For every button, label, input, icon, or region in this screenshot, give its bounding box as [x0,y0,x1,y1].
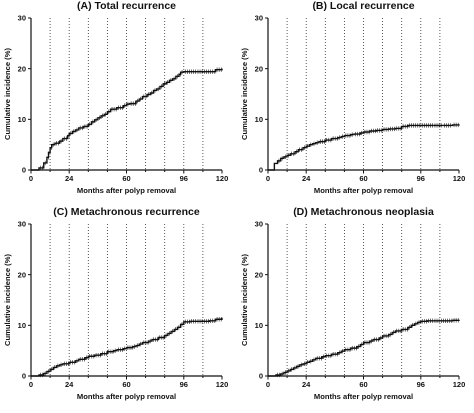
panel-local-recurrence: (B) Local recurrence 0 10 20 30 0 24 60 96 120 Mon… [237,0,474,206]
x-tick-label: 24 [65,380,74,389]
x-tick-label: 60 [359,380,367,389]
chart-metachronous-neoplasia: (D) Metachronous neoplasia 0 10 20 30 0 24 60 96… [240,206,466,401]
x-tick-label: 0 [266,174,270,183]
x-tick-label: 120 [216,380,229,389]
y-tick-label: 0 [22,166,26,175]
panel-title: (C) Metachronous recurrence [53,206,200,218]
y-tick-label: 10 [18,115,26,124]
y-axis-label: Cumulative incidence (%) [3,48,12,140]
y-tick-label: 20 [18,270,26,279]
x-tick-label: 0 [29,174,33,183]
x-tick-label: 96 [180,380,188,389]
panel-metachronous-recurrence: (C) Metachronous recurrence 0 10 20 30 0 24 60 9… [0,206,237,412]
x-axis-label: Months after polyp removal [77,186,176,195]
y-tick-label: 10 [18,321,26,330]
x-tick-label: 24 [302,174,311,183]
x-tick-label: 60 [122,380,130,389]
chart-total-recurrence: (A) Total recurrence 0 10 20 30 0 24 60 96 120 Mon… [3,0,229,195]
y-tick-label: 20 [255,64,263,73]
x-tick-label: 0 [266,380,270,389]
y-axis-label: Cumulative incidence (%) [240,254,249,346]
x-axis-label: Months after polyp removal [314,186,413,195]
x-tick-label: 120 [216,174,229,183]
panel-title: (D) Metachronous neoplasia [293,206,434,218]
y-tick-label: 30 [18,14,26,23]
x-tick-label: 120 [453,174,466,183]
censor-marks [277,318,459,378]
cumulative-incidence-curve [268,319,460,377]
y-tick-label: 20 [18,64,26,73]
censor-marks [278,122,459,164]
y-tick-label: 20 [255,270,263,279]
cumulative-incidence-curve [31,68,223,171]
panel-metachronous-neoplasia: (D) Metachronous neoplasia 0 10 20 30 0 24 60 96… [237,206,474,412]
censor-marks [40,317,222,378]
cumulative-incidence-curve [268,124,460,171]
y-axis-label: Cumulative incidence (%) [3,254,12,346]
y-tick-label: 30 [255,220,263,229]
y-tick-label: 10 [255,115,263,124]
x-tick-label: 96 [417,380,425,389]
panel-title: (B) Local recurrence [312,0,414,12]
x-tick-label: 0 [29,380,33,389]
x-tick-label: 60 [122,174,130,183]
x-tick-label: 60 [359,174,367,183]
y-tick-label: 0 [259,372,263,381]
x-axis-label: Months after polyp removal [77,392,176,401]
cumulative-incidence-curve [31,317,223,377]
y-tick-label: 10 [255,321,263,330]
x-axis-label: Months after polyp removal [314,392,413,401]
y-axis-label: Cumulative incidence (%) [240,48,249,140]
x-tick-label: 24 [302,380,311,389]
y-tick-label: 30 [255,14,263,23]
x-tick-label: 96 [417,174,425,183]
chart-metachronous-recurrence: (C) Metachronous recurrence 0 10 20 30 0 24 60 9… [3,206,229,401]
y-tick-label: 0 [22,372,26,381]
x-tick-label: 96 [180,174,188,183]
panel-total-recurrence: (A) Total recurrence 0 10 20 30 0 24 60 96 120 Mon… [0,0,237,206]
censor-marks [40,67,222,171]
y-tick-label: 0 [259,166,263,175]
y-tick-label: 30 [18,220,26,229]
x-tick-label: 120 [453,380,466,389]
x-tick-label: 24 [65,174,74,183]
chart-local-recurrence: (B) Local recurrence 0 10 20 30 0 24 60 96 120 Mon… [240,0,466,195]
panel-title: (A) Total recurrence [77,0,176,12]
